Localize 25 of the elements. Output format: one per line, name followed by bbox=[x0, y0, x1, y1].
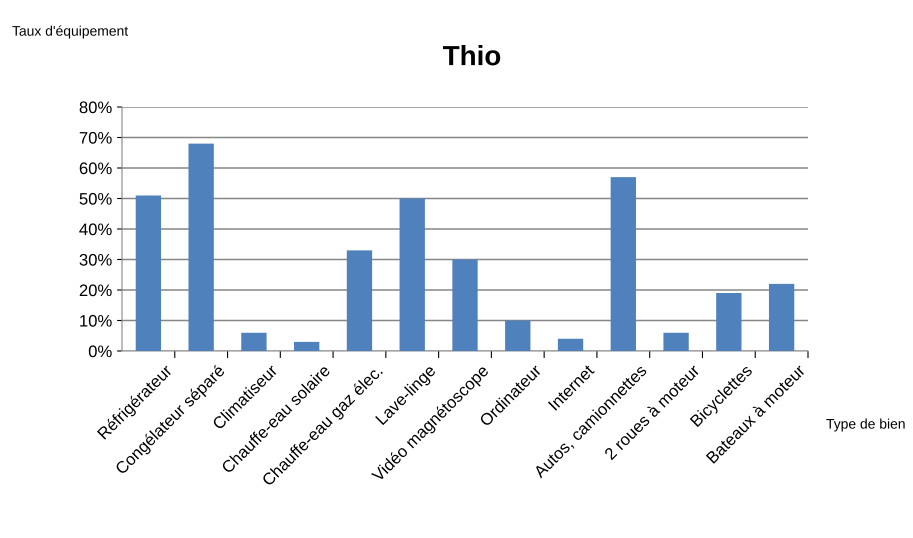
bar bbox=[452, 260, 478, 351]
y-tick-label: 10% bbox=[80, 314, 112, 327]
bar bbox=[346, 250, 372, 351]
bar bbox=[188, 144, 214, 351]
bar bbox=[136, 195, 162, 351]
bar bbox=[768, 284, 794, 351]
bar bbox=[610, 177, 636, 351]
chart-title: Thio bbox=[443, 45, 500, 66]
y-tick-label: 30% bbox=[80, 254, 112, 266]
y-tick-label: 20% bbox=[80, 284, 112, 296]
y-axis-title: Taux d'équipement bbox=[12, 25, 128, 39]
y-tick-label: 60% bbox=[80, 162, 112, 174]
y-tick-label: 50% bbox=[80, 192, 112, 205]
bar bbox=[241, 332, 267, 351]
y-tick-label: 0% bbox=[88, 345, 112, 358]
bar bbox=[400, 198, 425, 351]
y-tick-label: 70% bbox=[80, 132, 112, 144]
y-tick-label: 80% bbox=[80, 101, 112, 114]
x-axis-title: Type de bien bbox=[826, 418, 905, 432]
bar bbox=[294, 342, 320, 351]
bar bbox=[663, 332, 689, 351]
bar bbox=[558, 338, 584, 351]
bar bbox=[505, 320, 530, 351]
bar bbox=[716, 293, 742, 351]
y-tick-label: 40% bbox=[79, 223, 112, 236]
